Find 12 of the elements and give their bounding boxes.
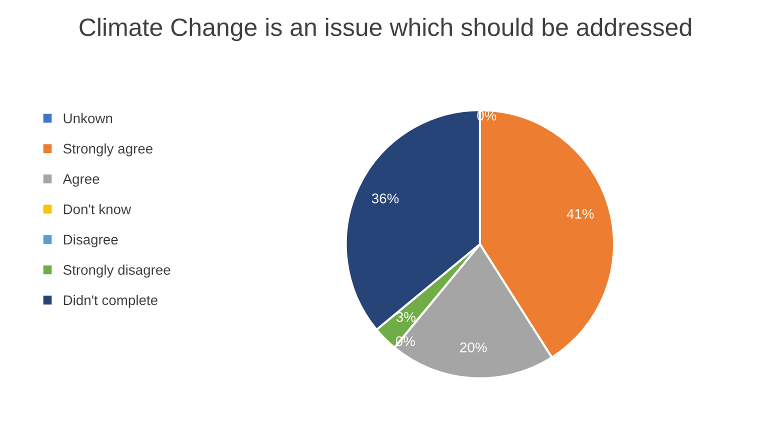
legend-label: Don't know: [64, 204, 132, 214]
legend-label: Unkown: [64, 113, 112, 124]
data-label: 20%: [460, 342, 487, 352]
data-label: 3%: [396, 312, 416, 322]
legend-label: Agree: [62, 174, 100, 187]
data-label: 41%: [566, 208, 594, 219]
data-label: 36%: [372, 194, 399, 204]
legend-label: Strongly disagree: [63, 264, 170, 278]
legend-label: Didn't complete: [64, 294, 158, 308]
chart-title: Climate Change is an issue which should be addressed: [80, 18, 692, 42]
legend-label: Disagree: [64, 234, 118, 248]
legend-label: Strongly agree: [63, 143, 152, 156]
